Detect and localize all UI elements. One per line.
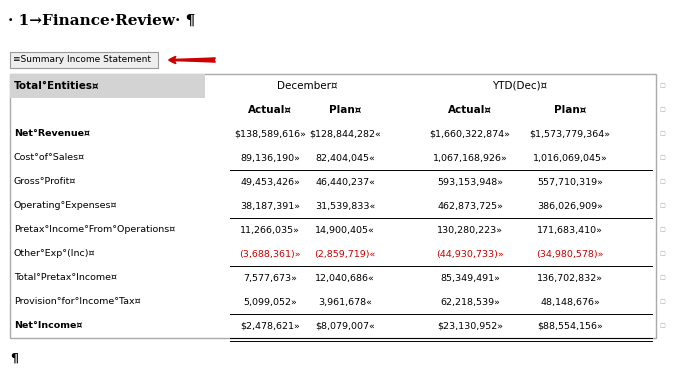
Text: 1,016,069,045»: 1,016,069,045» <box>533 154 607 163</box>
Text: 38,187,391»: 38,187,391» <box>240 201 300 211</box>
Text: 11,266,035»: 11,266,035» <box>240 225 300 234</box>
Text: Actual¤: Actual¤ <box>248 105 292 115</box>
Text: 48,148,676»: 48,148,676» <box>540 298 600 307</box>
Text: 82,404,045«: 82,404,045« <box>315 154 375 163</box>
Text: 7,577,673»: 7,577,673» <box>243 274 297 282</box>
Text: □: □ <box>659 180 665 185</box>
Text: Actual¤: Actual¤ <box>448 105 492 115</box>
Text: 171,683,410»: 171,683,410» <box>537 225 603 234</box>
Text: □: □ <box>659 300 665 305</box>
Text: $138,589,616»: $138,589,616» <box>234 130 306 139</box>
Text: ¶: ¶ <box>10 352 18 365</box>
Text: ≡Summary Income Statement: ≡Summary Income Statement <box>13 55 151 64</box>
Text: Net°Income¤: Net°Income¤ <box>14 322 82 331</box>
Text: $128,844,282«: $128,844,282« <box>309 130 381 139</box>
Text: Cost°of°Sales¤: Cost°of°Sales¤ <box>14 154 85 163</box>
Text: 62,218,539»: 62,218,539» <box>440 298 500 307</box>
Text: 593,153,948»: 593,153,948» <box>437 177 503 187</box>
Text: December¤: December¤ <box>277 81 338 91</box>
Text: 5,099,052»: 5,099,052» <box>243 298 297 307</box>
Text: Gross°Profit¤: Gross°Profit¤ <box>14 177 76 187</box>
Text: □: □ <box>659 324 665 329</box>
Text: Total°Entities¤: Total°Entities¤ <box>14 81 99 91</box>
Text: Plan¤: Plan¤ <box>329 105 361 115</box>
Text: (2,859,719)«: (2,859,719)« <box>314 249 376 258</box>
Text: 14,900,405«: 14,900,405« <box>315 225 375 234</box>
Text: □: □ <box>659 275 665 281</box>
Text: 462,873,725»: 462,873,725» <box>437 201 503 211</box>
Text: 130,280,223»: 130,280,223» <box>437 225 503 234</box>
Text: YTD(Dec)¤: YTD(Dec)¤ <box>492 81 548 91</box>
Text: (44,930,733)»: (44,930,733)» <box>436 249 504 258</box>
Text: Operating°Expenses¤: Operating°Expenses¤ <box>14 201 118 211</box>
Text: □: □ <box>659 251 665 256</box>
Text: Total°Pretax°Income¤: Total°Pretax°Income¤ <box>14 274 117 282</box>
Text: 46,440,237«: 46,440,237« <box>315 177 375 187</box>
Text: $23,130,952»: $23,130,952» <box>437 322 503 331</box>
Text: (34,980,578)»: (34,980,578)» <box>536 249 604 258</box>
Text: 49,453,426»: 49,453,426» <box>240 177 300 187</box>
Text: (3,688,361)»: (3,688,361)» <box>239 249 301 258</box>
Text: 1,067,168,926»: 1,067,168,926» <box>433 154 508 163</box>
Text: $88,554,156»: $88,554,156» <box>537 322 603 331</box>
FancyBboxPatch shape <box>10 52 158 68</box>
Text: 3,961,678«: 3,961,678« <box>318 298 372 307</box>
Text: □: □ <box>659 132 665 137</box>
Text: □: □ <box>659 203 665 208</box>
Text: 386,026,909»: 386,026,909» <box>537 201 603 211</box>
Text: 12,040,686«: 12,040,686« <box>315 274 375 282</box>
Text: □: □ <box>659 107 665 113</box>
FancyBboxPatch shape <box>10 74 656 338</box>
Text: 85,349,491»: 85,349,491» <box>440 274 500 282</box>
Text: $1,573,779,364»: $1,573,779,364» <box>529 130 610 139</box>
Text: □: □ <box>659 83 665 88</box>
Text: Pretax°Income°From°Operations¤: Pretax°Income°From°Operations¤ <box>14 225 175 234</box>
Text: 31,539,833«: 31,539,833« <box>315 201 375 211</box>
Text: Other°Exp°(Inc)¤: Other°Exp°(Inc)¤ <box>14 249 95 258</box>
Text: □: □ <box>659 227 665 232</box>
Text: □: □ <box>659 156 665 161</box>
Text: 136,702,832»: 136,702,832» <box>537 274 603 282</box>
Text: Net°Revenue¤: Net°Revenue¤ <box>14 130 90 139</box>
Text: · 1→Finance·Review· ¶: · 1→Finance·Review· ¶ <box>8 14 195 28</box>
Text: Provision°for°Income°Tax¤: Provision°for°Income°Tax¤ <box>14 298 141 307</box>
FancyBboxPatch shape <box>10 74 205 98</box>
Text: $1,660,322,874»: $1,660,322,874» <box>429 130 510 139</box>
Text: 89,136,190»: 89,136,190» <box>240 154 300 163</box>
Text: 557,710,319»: 557,710,319» <box>537 177 603 187</box>
Text: Plan¤: Plan¤ <box>554 105 586 115</box>
Text: $2,478,621»: $2,478,621» <box>240 322 300 331</box>
Text: $8,079,007«: $8,079,007« <box>315 322 375 331</box>
